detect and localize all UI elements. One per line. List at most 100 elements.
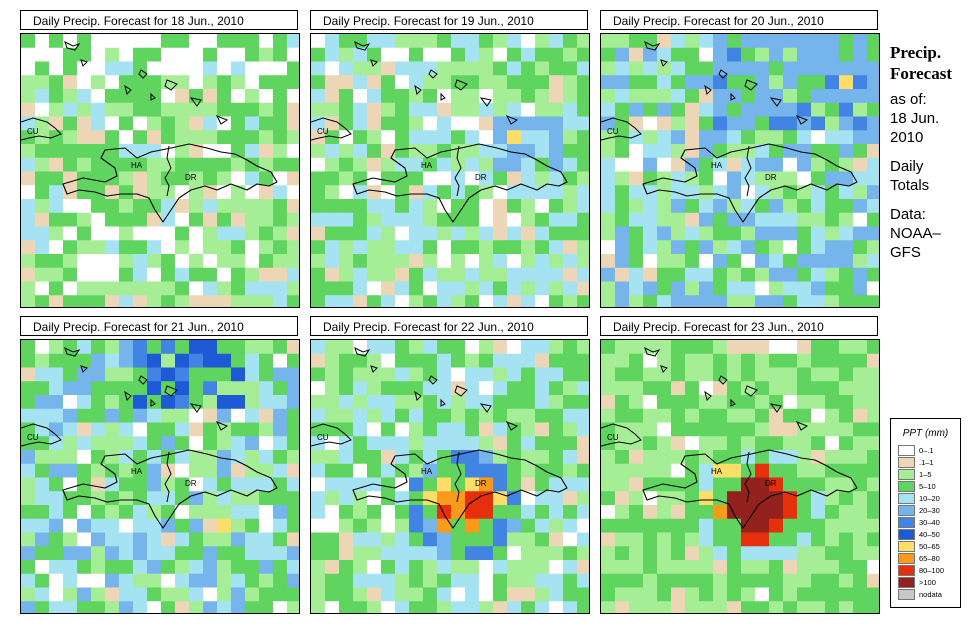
precip-cell	[685, 254, 700, 269]
precip-map: CU HA DR	[20, 339, 300, 614]
map-label-cu: CU	[27, 127, 39, 136]
precip-cell	[217, 267, 232, 283]
precip-cell	[339, 157, 354, 173]
precip-cell	[189, 463, 204, 479]
precip-cell	[549, 295, 564, 307]
precip-cell	[203, 212, 218, 228]
precip-cell	[727, 75, 742, 90]
precip-cell	[381, 436, 396, 451]
precip-cell	[699, 463, 714, 479]
precip-cell	[353, 505, 368, 520]
precip-cell	[367, 254, 382, 269]
precip-cell	[741, 212, 756, 228]
precip-cell	[287, 340, 299, 355]
precip-cell	[629, 450, 644, 465]
precip-cell	[671, 47, 686, 63]
precip-cell	[203, 226, 218, 241]
precip-cell	[563, 157, 578, 173]
precip-cell	[273, 505, 288, 520]
precip-cell	[133, 212, 148, 228]
precip-cell	[133, 587, 148, 602]
precip-cell	[451, 102, 466, 118]
precip-cell	[853, 295, 868, 307]
precip-cell	[381, 491, 396, 506]
precip-cell	[287, 353, 299, 369]
precip-cell	[21, 340, 36, 355]
precip-cell	[105, 254, 120, 269]
precip-cell	[643, 532, 658, 547]
island-outline	[454, 385, 468, 397]
precip-cell	[147, 367, 162, 382]
precip-cell	[825, 587, 840, 602]
precip-cell	[535, 340, 550, 355]
precip-cell	[119, 436, 134, 451]
precip-cell	[147, 560, 162, 575]
precip-cell	[727, 295, 742, 307]
precip-cell	[381, 240, 396, 255]
precip-cell	[203, 573, 218, 589]
island-outline	[215, 115, 229, 125]
precip-cell	[259, 144, 274, 159]
precip-cell	[615, 395, 630, 410]
island-outline	[660, 365, 668, 373]
precip-cell	[535, 395, 550, 410]
precip-cell	[465, 353, 480, 369]
precip-cell	[643, 295, 658, 307]
precip-cell	[381, 171, 396, 186]
precip-cell	[133, 518, 148, 534]
precip-cell	[91, 601, 106, 613]
precip-cell	[119, 240, 134, 255]
precip-cell	[325, 102, 340, 118]
precip-cell	[353, 422, 368, 437]
precip-cell	[437, 408, 452, 424]
precip-cell	[339, 573, 354, 589]
precip-cell	[245, 240, 260, 255]
precip-cell	[409, 436, 424, 451]
precip-cell	[783, 144, 798, 159]
precip-cell	[493, 436, 508, 451]
precip-cell	[325, 47, 340, 63]
precip-cell	[381, 267, 396, 283]
precip-cell	[119, 102, 134, 118]
precip-cell	[21, 116, 36, 131]
precip-cell	[853, 463, 868, 479]
precip-cell	[629, 212, 644, 228]
precip-cell	[643, 281, 658, 296]
precip-cell	[175, 295, 190, 307]
precip-cell	[755, 340, 770, 355]
legend-item: 5–10	[898, 480, 960, 492]
precip-cell	[133, 254, 148, 269]
precip-cell	[853, 353, 868, 369]
precip-cell	[521, 102, 536, 118]
precip-cell	[339, 295, 354, 307]
precip-cell	[699, 157, 714, 173]
precip-cell	[685, 463, 700, 479]
precip-cell	[465, 116, 480, 131]
precip-cell	[287, 436, 299, 451]
precip-cell	[671, 340, 686, 355]
precip-cell	[245, 436, 260, 451]
precip-cell	[175, 381, 190, 396]
precip-cell	[35, 226, 50, 241]
precip-cell	[287, 212, 299, 228]
precip-cell	[395, 560, 410, 575]
precip-cell	[699, 505, 714, 520]
precip-cell	[601, 477, 616, 492]
precip-cell	[685, 295, 700, 307]
map-label-dr: DR	[475, 173, 487, 182]
precip-cell	[507, 408, 522, 424]
precip-cell	[783, 240, 798, 255]
precip-cell	[175, 463, 190, 479]
precip-cell	[727, 436, 742, 451]
precip-cell	[311, 171, 326, 186]
precip-cell	[133, 199, 148, 214]
precip-cell	[409, 157, 424, 173]
precip-cell	[535, 130, 550, 145]
precip-cell	[245, 532, 260, 547]
precip-cell	[49, 130, 64, 145]
precip-cell	[409, 226, 424, 241]
precip-cell	[409, 267, 424, 283]
map-label-ha: HA	[421, 467, 433, 476]
precip-cell	[465, 61, 480, 76]
precip-cell	[175, 157, 190, 173]
